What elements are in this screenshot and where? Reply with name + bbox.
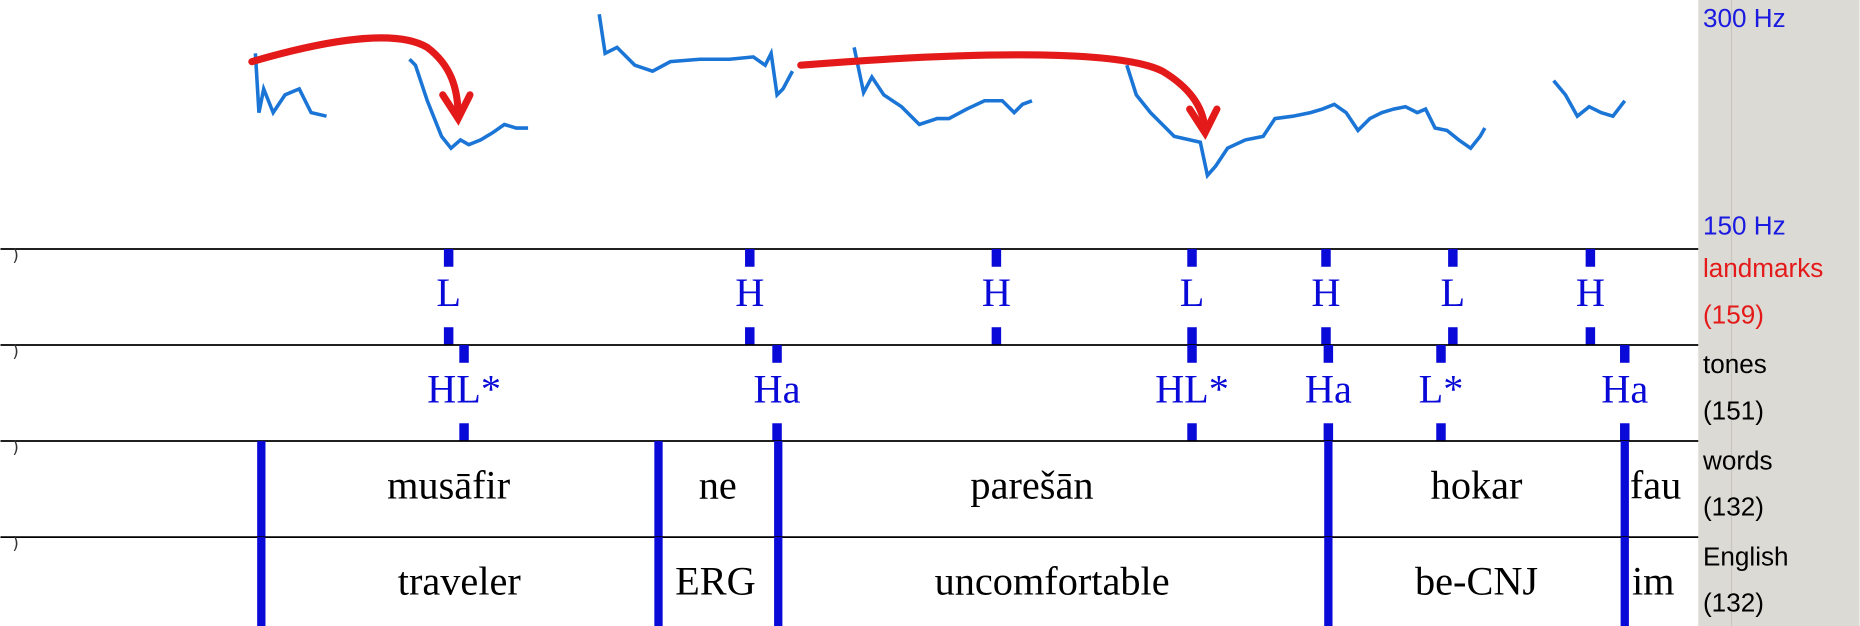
pitch-segment: [852, 47, 1033, 127]
annotation-arrows: [248, 34, 1221, 140]
point-label: H: [982, 270, 1011, 315]
point-mark: [991, 327, 1002, 346]
interval-boundary: [1620, 441, 1629, 538]
pitch-segment: [1125, 64, 1487, 180]
point-mark: [772, 423, 782, 442]
tier-name: landmarks: [1703, 253, 1823, 283]
arrow: [797, 51, 1209, 134]
point-mark: [443, 248, 454, 267]
point-mark: [459, 345, 469, 363]
point-mark: [1187, 345, 1197, 363]
tier-marker: ): [12, 534, 18, 553]
point-mark: [1187, 423, 1197, 442]
pitch-segment: [408, 58, 529, 151]
arrowhead: [1186, 105, 1221, 140]
side-panel: [1698, 0, 1860, 626]
point-mark: [1448, 327, 1458, 346]
point-mark: [745, 248, 755, 267]
arrow: [248, 34, 462, 120]
tier-count: (159): [1703, 299, 1764, 329]
interval-boundary: [1324, 441, 1333, 538]
tier-marker: ): [12, 246, 18, 265]
point-label: H: [735, 270, 764, 315]
point-mark: [1620, 345, 1630, 363]
point-label: Ha: [1601, 366, 1648, 411]
point-mark: [1585, 327, 1596, 346]
pitch-bottom-label: 150 Hz: [1703, 211, 1786, 241]
interval-label: ERG: [675, 558, 756, 603]
point-mark: [1448, 248, 1458, 267]
point-label: Ha: [754, 366, 801, 411]
pitch-top-label: 300 Hz: [1703, 3, 1786, 33]
point-mark: [1187, 327, 1197, 346]
point-mark: [1436, 423, 1446, 442]
interval-label: traveler: [398, 558, 522, 603]
point-mark: [1620, 423, 1630, 442]
point-mark: [1585, 248, 1596, 267]
point-mark: [1323, 345, 1334, 363]
pitch-segment: [597, 13, 795, 99]
pitch-segment: [1552, 79, 1627, 119]
tier-name: words: [1702, 445, 1773, 475]
interval-label: fau: [1630, 462, 1681, 507]
interval-label: ne: [699, 462, 737, 507]
interval-boundary: [774, 537, 783, 626]
point-mark: [772, 345, 782, 363]
interval-boundary: [774, 441, 783, 538]
tier-name: tones: [1703, 349, 1767, 379]
point-mark: [991, 248, 1002, 267]
tiers: ) landmarks (159) L H H L H L H) tones (151) HL* Ha HL…: [0, 246, 1823, 626]
interval-boundary: [1620, 537, 1629, 626]
point-label: H: [1311, 270, 1340, 315]
point-label: HL*: [1155, 366, 1229, 411]
pitch-segment: [253, 53, 327, 118]
tier-count: (132): [1703, 588, 1764, 618]
point-label: H: [1576, 270, 1605, 315]
interval-label: musāfir: [387, 462, 511, 507]
point-mark: [1321, 327, 1331, 346]
interval-boundary: [1324, 537, 1333, 626]
tier-count: (151): [1703, 395, 1764, 425]
point-label: L: [1441, 270, 1466, 315]
point-mark: [745, 327, 755, 346]
point-mark: [1323, 423, 1334, 442]
tier-count: (132): [1703, 492, 1764, 522]
interval-label: im: [1632, 558, 1675, 603]
point-mark: [443, 327, 454, 346]
point-mark: [1436, 345, 1446, 363]
interval-boundary: [654, 537, 663, 626]
interval-boundary: [257, 441, 266, 538]
point-label: L: [436, 270, 461, 315]
interval-boundary: [257, 537, 266, 626]
point-label: HL*: [427, 366, 501, 411]
tier-marker: ): [12, 342, 18, 361]
point-label: L*: [1419, 366, 1464, 411]
point-label: L: [1180, 270, 1205, 315]
interval-label: uncomfortable: [935, 558, 1170, 603]
tier-name: English: [1703, 541, 1789, 571]
editor-canvas: [0, 0, 1698, 626]
pitch-contour: [253, 13, 1627, 180]
tier-marker: ): [12, 438, 18, 457]
point-mark: [1187, 248, 1197, 267]
arrowhead: [439, 91, 474, 126]
interval-label: be-CNJ: [1415, 558, 1538, 603]
point-mark: [1321, 248, 1331, 267]
point-mark: [459, 423, 469, 442]
interval-boundary: [654, 441, 663, 538]
point-label: Ha: [1305, 366, 1352, 411]
interval-label: parešān: [970, 462, 1093, 507]
interval-label: hokar: [1431, 462, 1523, 507]
